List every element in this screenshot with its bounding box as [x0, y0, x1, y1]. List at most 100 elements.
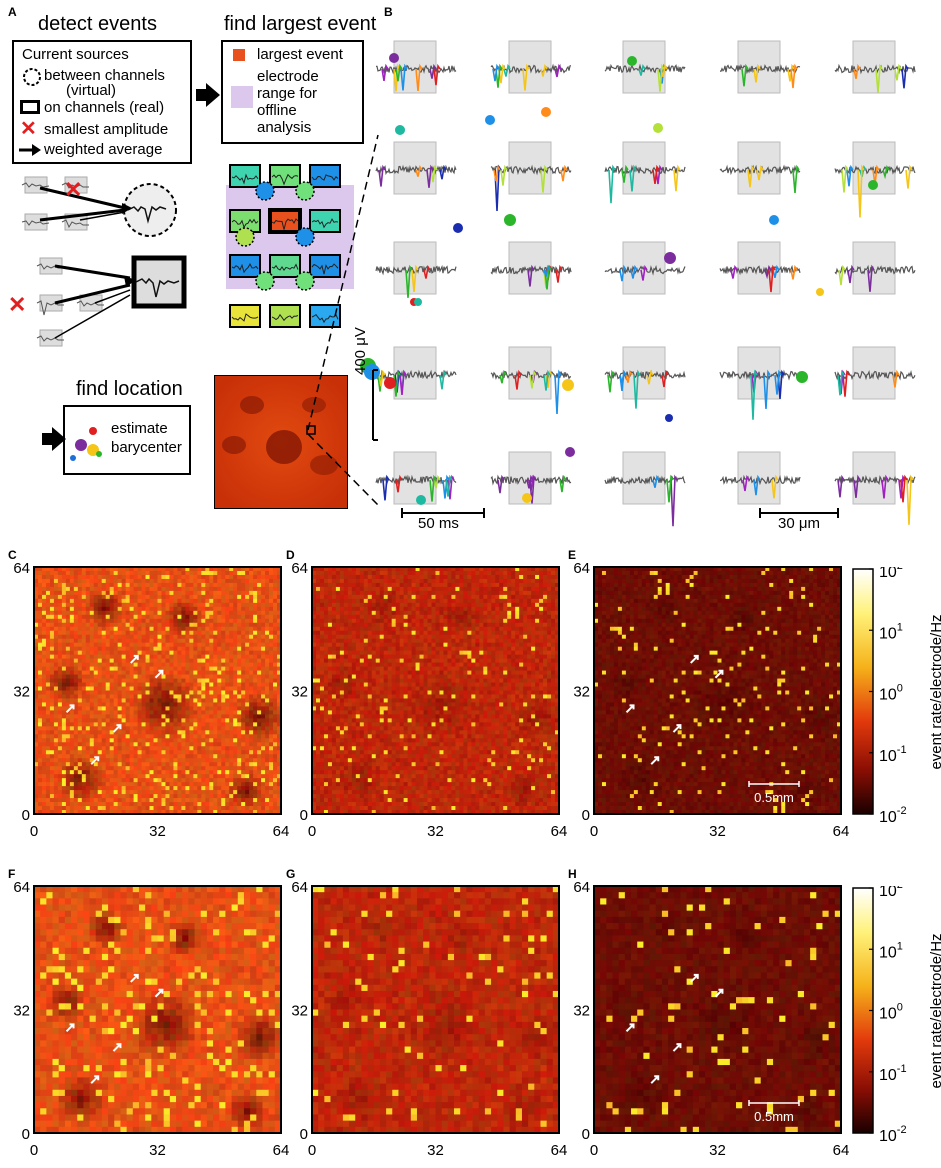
barycenter-dot: [453, 223, 463, 233]
colorbar-tick: 101: [879, 621, 903, 642]
weighted-label: weighted average: [44, 141, 162, 158]
weighted-arrow-icon: [18, 143, 42, 157]
barycenter-dot: [816, 288, 824, 296]
y-tick-label: 64: [291, 560, 308, 577]
find-location-title: find location: [76, 378, 183, 401]
colorbar-tick: 100: [879, 1002, 903, 1023]
spike-event: [440, 372, 446, 389]
x-tick-label: 64: [833, 823, 850, 840]
sources-box: Current sources between channels (virtua…: [12, 40, 192, 164]
colorbar-label: event rate/electrode/Hz: [928, 933, 941, 1088]
x-tick-label: 32: [149, 823, 166, 840]
smallest-amplitude-x-icon: ✕: [20, 119, 37, 139]
y-tick-label: 0: [582, 807, 590, 824]
scalebar-label: 0.5mm: [754, 790, 794, 805]
x-tick-label: 32: [709, 823, 726, 840]
barycenter-dot: [541, 107, 551, 117]
time-scale-label: 50 ms: [418, 515, 459, 532]
x-tick-label: 0: [30, 1142, 38, 1159]
waveform-grid: [360, 30, 920, 530]
barycenter-dot: [416, 495, 426, 505]
y-tick-label: 32: [291, 1003, 308, 1020]
voltage-scale-label: 400 μV: [352, 315, 369, 375]
panel-letter-a: A: [8, 5, 17, 19]
colorbar-tick: 102: [879, 886, 903, 900]
electrode-box: [230, 255, 260, 277]
x-tick-label: 64: [833, 1142, 850, 1159]
barycenter-dot: [868, 180, 878, 190]
legend-box: largest event electrode range for offlin…: [221, 40, 364, 144]
x-tick-label: 0: [590, 1142, 598, 1159]
y-tick-label: 0: [22, 1126, 30, 1143]
colorbar-tick: 10-1: [879, 1063, 907, 1084]
find-largest-title: find largest event: [224, 13, 376, 36]
smallest-label: smallest amplitude: [44, 121, 168, 138]
barycenter-dot: [504, 214, 516, 226]
barycenter-dot: [627, 56, 637, 66]
panel-letter-b: B: [384, 5, 393, 19]
spike-event: [907, 477, 913, 525]
y-tick-label: 64: [573, 879, 590, 896]
spike-event: [906, 167, 912, 189]
scalebar-label: 0.5mm: [754, 1109, 794, 1124]
spike-event: [671, 477, 677, 526]
virtual-sub-label: (virtual): [66, 82, 116, 99]
x-tick-label: 32: [427, 823, 444, 840]
detect-events-schematic: ✕ ✕: [10, 170, 210, 360]
y-tick-label: 64: [291, 879, 308, 896]
barycenter-dot: [665, 414, 673, 422]
x-tick-label: 0: [308, 823, 316, 840]
detect-events-title: detect events: [38, 13, 157, 36]
spike-event: [843, 372, 849, 397]
spike-event: [500, 372, 506, 383]
barycenter-dot: [562, 379, 574, 391]
space-scale-label: 30 μm: [778, 515, 820, 532]
voltage-scale-text: 400 μV: [352, 327, 369, 375]
barycenter-dot: [565, 447, 575, 457]
y-tick-label: 0: [582, 1126, 590, 1143]
smallest-x-icon-2: ✕: [10, 292, 26, 317]
y-tick-label: 0: [300, 1126, 308, 1143]
virtual-source-icon: [22, 67, 42, 87]
real-source-icon: [20, 100, 40, 114]
location-box: estimate barycenter: [63, 405, 191, 475]
flow-arrow-icon: [195, 82, 221, 108]
electrode-cell: [509, 347, 551, 399]
spike-event: [608, 372, 614, 392]
x-tick-label: 32: [709, 1142, 726, 1159]
range-label-2: range for: [257, 85, 317, 102]
colorbar-tick: 102: [879, 567, 903, 581]
barycenter-dot: [384, 377, 396, 389]
spike-event: [495, 167, 501, 211]
barycenter-dot: [522, 493, 532, 503]
y-tick-label: 32: [291, 684, 308, 701]
y-tick-label: 32: [573, 684, 590, 701]
real-label: on channels (real): [44, 99, 164, 116]
virtual-source-circle: [256, 272, 274, 290]
spike-event: [501, 167, 507, 186]
x-tick-label: 0: [590, 823, 598, 840]
barycenter-dot: [796, 371, 808, 383]
spike-event: [379, 167, 385, 187]
spike-event: [561, 167, 567, 181]
colorbar-tick: 10-1: [879, 744, 907, 765]
virtual-source-circle: [236, 228, 254, 246]
y-tick-label: 64: [573, 560, 590, 577]
smallest-x-icon-1: ✕: [64, 177, 82, 202]
y-tick-label: 32: [13, 684, 30, 701]
x-tick-label: 32: [149, 1142, 166, 1159]
spike-event: [498, 477, 504, 493]
barycenter-dot: [389, 53, 399, 63]
x-tick-label: 0: [30, 823, 38, 840]
estimate-label: estimate: [111, 420, 168, 437]
y-tick-label: 64: [13, 879, 30, 896]
spike-event: [839, 267, 845, 285]
y-tick-label: 0: [22, 807, 30, 824]
colorbar-tick: 10-2: [879, 805, 907, 826]
